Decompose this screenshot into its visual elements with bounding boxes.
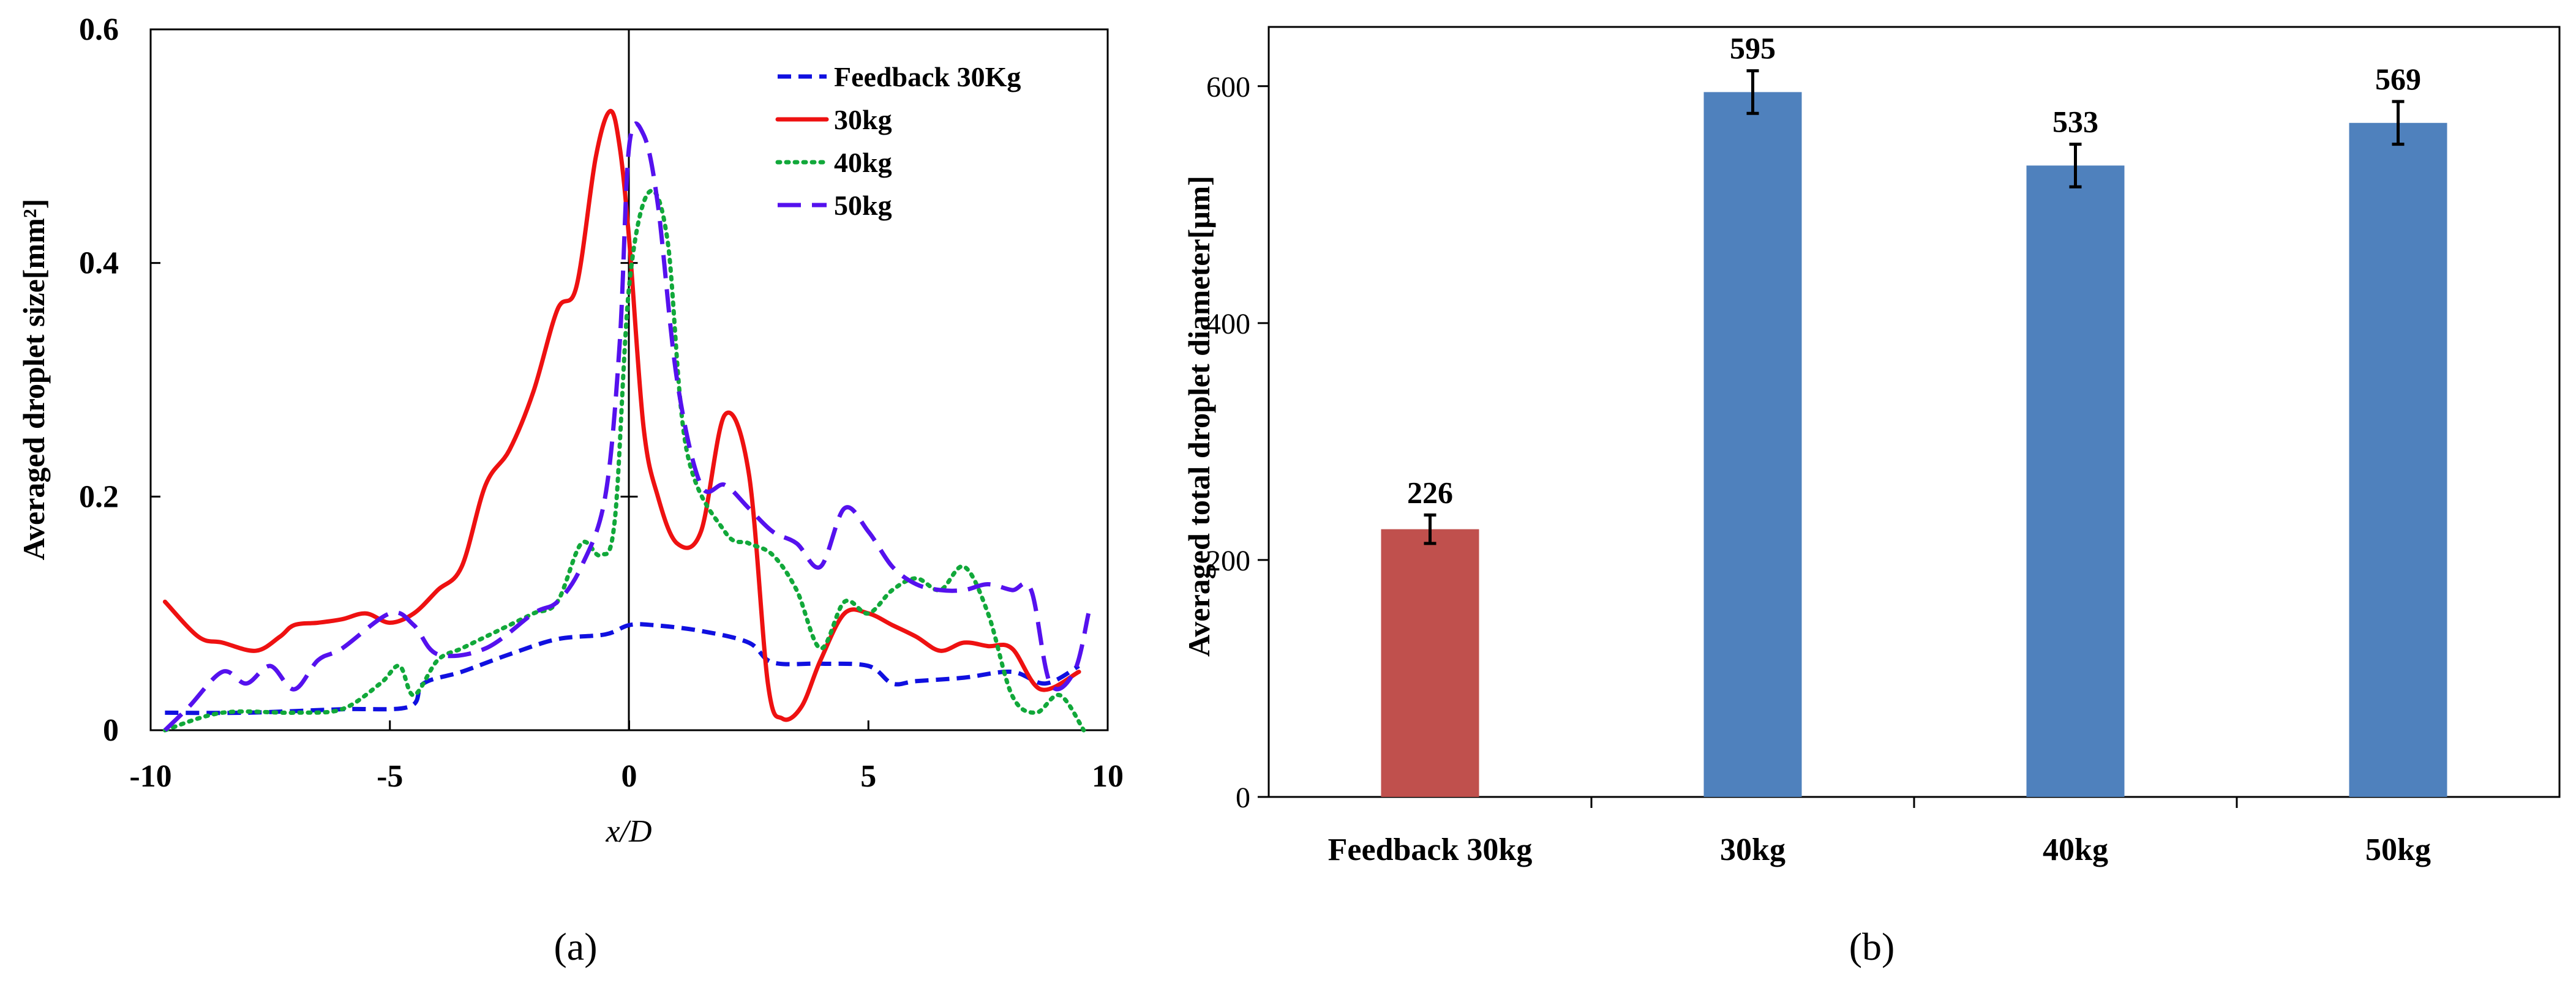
x-tick-label: -5: [377, 759, 403, 794]
panel-caption-b: (b): [1849, 925, 1895, 968]
legend-label: Feedback 30Kg: [834, 61, 1021, 92]
bar-value-label: 595: [1730, 31, 1776, 65]
x-axis-label: x/D: [605, 814, 652, 849]
bar-1: [1703, 92, 1802, 797]
category-label: 50kg: [2365, 832, 2431, 867]
y-tick-label: 0.6: [79, 12, 119, 47]
series-lines: [162, 109, 1091, 733]
y-axis-ticks: 0 0.2 0.4 0.6: [79, 12, 638, 748]
category-labels: Feedback 30kg 30kg 40kg 50kg: [1328, 832, 2431, 867]
x-axis-ticks: -10 -5 0 5 10: [129, 720, 1124, 794]
category-label: 30kg: [1720, 832, 1786, 867]
bar-2: [2026, 165, 2125, 798]
y-tick-label: 600: [1206, 71, 1250, 103]
x-tick-label: 10: [1092, 759, 1124, 794]
series-line-0: [165, 622, 1080, 716]
y-tick-label: 0.4: [79, 246, 119, 281]
legend-label: 50kg: [834, 190, 892, 221]
bar-3: [2349, 122, 2447, 798]
y-tick-label: 200: [1206, 545, 1250, 577]
bar-value-label: 569: [2375, 62, 2421, 96]
y-tick-label: 0.2: [79, 479, 119, 514]
y-axis-label: Averaged total droplet diameter[μm]: [1182, 176, 1216, 657]
category-label: Feedback 30kg: [1328, 832, 1533, 867]
legend-label: 30kg: [834, 104, 892, 135]
y-tick-label: 0: [103, 713, 119, 748]
panel-b-bar-chart: 0 200 400 600 226 595 533 569 Feedback 30kg 30k…: [1182, 26, 2561, 968]
panel-a-line-chart: 0 0.2 0.4 0.6 -10 -5 0 5 10 Feedback 30Kg 30kg 40…: [17, 12, 1124, 968]
y-tick-label: 0: [1236, 782, 1250, 814]
series-line-3: [163, 121, 1091, 732]
bar-value-label: 533: [2052, 105, 2098, 139]
category-label: 40kg: [2043, 832, 2108, 867]
legend: Feedback 30Kg 30kg 40kg 50kg: [775, 61, 1021, 221]
bars: 226 595 533 569: [1381, 31, 2447, 798]
y-axis-label: Averaged droplet size[mm²]: [17, 199, 51, 561]
bar-value-label: 226: [1407, 475, 1453, 509]
x-tick-label: 0: [621, 759, 637, 794]
x-tick-label: 5: [860, 759, 876, 794]
y-axis-ticks: 0 200 400 600: [1206, 71, 2238, 814]
bar-0: [1381, 529, 1479, 797]
panel-caption-a: (a): [554, 925, 597, 968]
legend-label: 40kg: [834, 147, 892, 178]
y-tick-label: 400: [1206, 308, 1250, 340]
x-tick-label: -10: [129, 759, 171, 794]
